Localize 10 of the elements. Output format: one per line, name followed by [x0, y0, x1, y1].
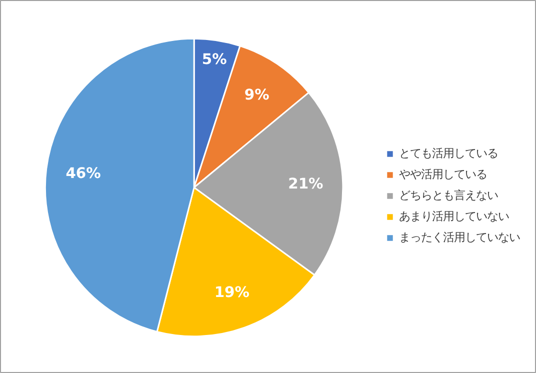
legend-label: あまり活用していない [399, 209, 509, 224]
legend-label: どちらとも言えない [399, 188, 498, 203]
legend-label: やや活用している [399, 167, 487, 182]
data-label: 19% [214, 284, 250, 302]
data-label: 9% [244, 86, 270, 104]
data-label: 46% [66, 165, 102, 182]
data-label: 5% [202, 51, 228, 68]
legend-label: まったく活用していない [399, 230, 520, 245]
data-label: 21% [288, 175, 324, 192]
legend-label: とても活用している [399, 146, 498, 161]
